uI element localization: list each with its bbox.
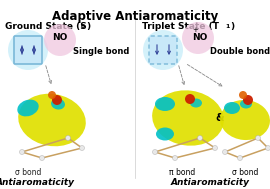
FancyBboxPatch shape bbox=[14, 36, 42, 64]
Text: Single bond: Single bond bbox=[73, 47, 129, 57]
Text: NO: NO bbox=[192, 33, 208, 42]
Text: Triplet State (T: Triplet State (T bbox=[142, 22, 219, 31]
Text: Ground State (S: Ground State (S bbox=[5, 22, 87, 31]
Ellipse shape bbox=[18, 94, 86, 146]
Text: ): ) bbox=[86, 22, 90, 31]
Circle shape bbox=[39, 156, 45, 160]
Text: 1: 1 bbox=[225, 25, 230, 29]
Text: NO: NO bbox=[52, 33, 68, 43]
Circle shape bbox=[197, 136, 202, 140]
Ellipse shape bbox=[220, 100, 270, 140]
Text: σ bond: σ bond bbox=[232, 168, 258, 177]
Ellipse shape bbox=[156, 128, 174, 140]
Circle shape bbox=[173, 156, 177, 160]
Ellipse shape bbox=[17, 100, 39, 116]
Circle shape bbox=[182, 22, 214, 54]
Circle shape bbox=[185, 94, 195, 104]
Circle shape bbox=[52, 95, 62, 105]
Ellipse shape bbox=[224, 102, 240, 114]
Text: Antiaromaticity: Antiaromaticity bbox=[170, 178, 249, 187]
Circle shape bbox=[8, 30, 48, 70]
Text: π bond: π bond bbox=[169, 168, 195, 177]
Ellipse shape bbox=[155, 97, 175, 111]
Text: Antiaromaticity: Antiaromaticity bbox=[0, 178, 75, 187]
Text: &: & bbox=[216, 113, 224, 123]
Text: 0: 0 bbox=[81, 25, 85, 29]
Circle shape bbox=[19, 149, 25, 154]
Ellipse shape bbox=[152, 90, 224, 146]
Circle shape bbox=[48, 91, 56, 99]
Circle shape bbox=[66, 136, 70, 140]
FancyBboxPatch shape bbox=[149, 36, 177, 64]
Circle shape bbox=[143, 30, 183, 70]
Circle shape bbox=[238, 156, 242, 160]
Ellipse shape bbox=[51, 98, 65, 110]
Ellipse shape bbox=[190, 98, 202, 108]
Circle shape bbox=[212, 146, 218, 150]
Circle shape bbox=[243, 95, 253, 105]
Text: Adaptive Antiaromaticity: Adaptive Antiaromaticity bbox=[52, 10, 218, 23]
Ellipse shape bbox=[240, 99, 252, 108]
Text: +: + bbox=[192, 27, 198, 33]
Circle shape bbox=[79, 146, 85, 150]
Circle shape bbox=[239, 91, 247, 99]
Text: ): ) bbox=[230, 22, 234, 31]
Text: σ bond: σ bond bbox=[15, 168, 41, 177]
Circle shape bbox=[153, 149, 157, 154]
Circle shape bbox=[222, 149, 228, 154]
Text: Double bond: Double bond bbox=[210, 47, 270, 57]
Circle shape bbox=[44, 24, 76, 56]
Circle shape bbox=[255, 136, 261, 140]
Circle shape bbox=[265, 146, 270, 150]
